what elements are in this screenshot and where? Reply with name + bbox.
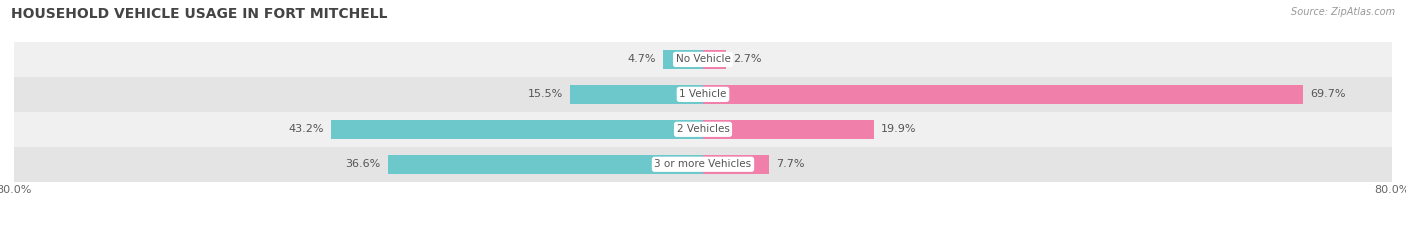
Bar — [569, 85, 703, 104]
Bar — [662, 50, 703, 69]
Text: 69.7%: 69.7% — [1310, 89, 1346, 99]
Text: 2.7%: 2.7% — [733, 55, 762, 64]
Bar — [14, 147, 1392, 182]
Bar — [14, 112, 1392, 147]
Text: No Vehicle: No Vehicle — [675, 55, 731, 64]
Bar — [703, 120, 875, 139]
Text: 1 Vehicle: 1 Vehicle — [679, 89, 727, 99]
Bar — [14, 77, 1392, 112]
Text: 3 or more Vehicles: 3 or more Vehicles — [654, 159, 752, 169]
Bar — [330, 120, 703, 139]
Text: 36.6%: 36.6% — [346, 159, 381, 169]
Bar — [388, 155, 703, 174]
Text: 4.7%: 4.7% — [627, 55, 655, 64]
Text: 7.7%: 7.7% — [776, 159, 804, 169]
Bar — [703, 85, 1303, 104]
Text: HOUSEHOLD VEHICLE USAGE IN FORT MITCHELL: HOUSEHOLD VEHICLE USAGE IN FORT MITCHELL — [11, 7, 388, 21]
Text: 15.5%: 15.5% — [527, 89, 562, 99]
Text: Source: ZipAtlas.com: Source: ZipAtlas.com — [1291, 7, 1395, 17]
Text: 19.9%: 19.9% — [882, 124, 917, 134]
Text: 2 Vehicles: 2 Vehicles — [676, 124, 730, 134]
Bar — [14, 42, 1392, 77]
Text: 43.2%: 43.2% — [288, 124, 323, 134]
Bar — [703, 50, 727, 69]
Bar — [703, 155, 769, 174]
